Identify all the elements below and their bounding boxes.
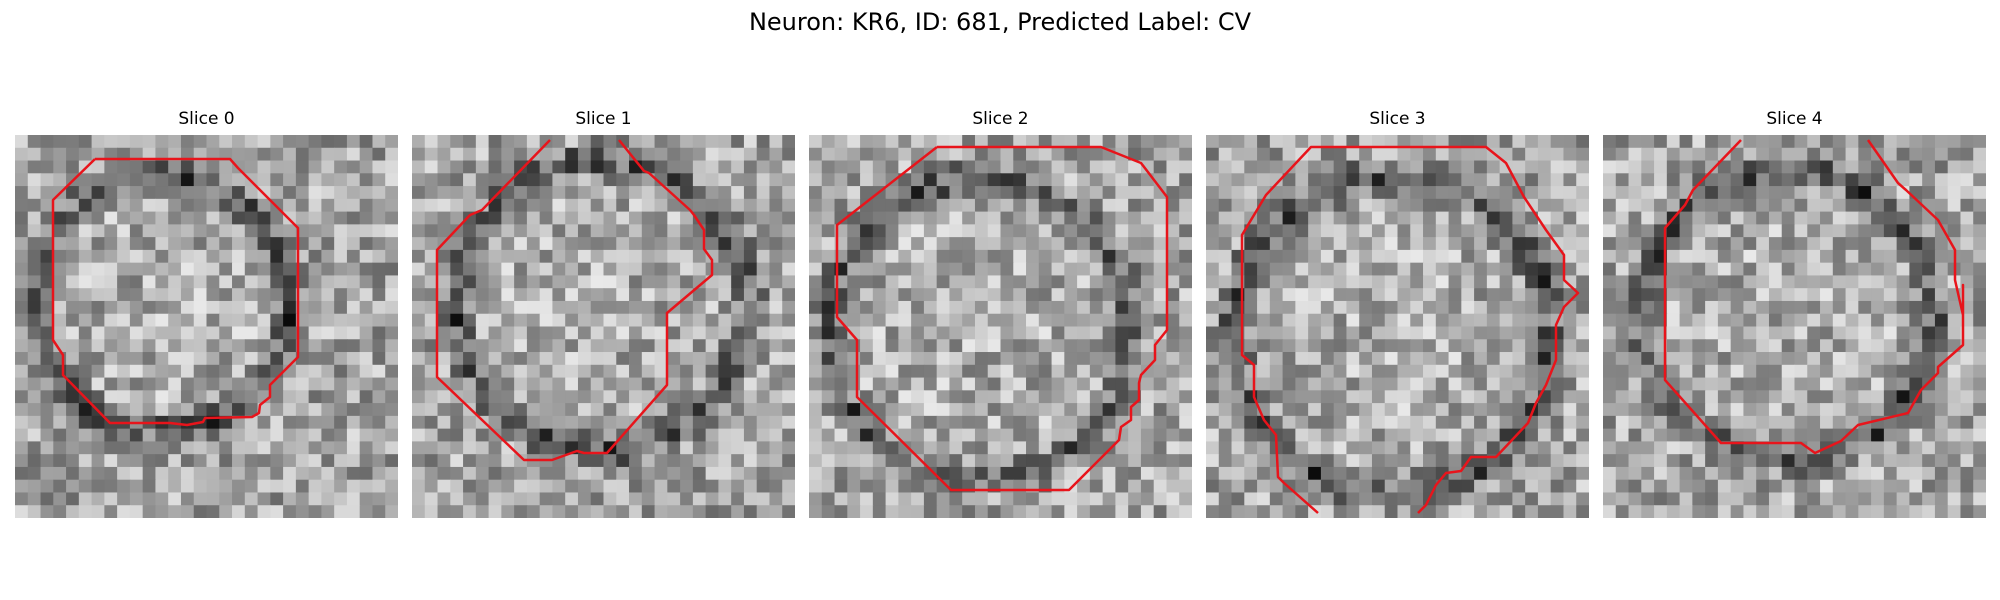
- microscopy-image: [1206, 135, 1589, 518]
- figure-title: Neuron: KR6, ID: 681, Predicted Label: C…: [748, 8, 1252, 36]
- roi-contour: [835, 145, 1169, 492]
- roi-contour: [435, 139, 714, 462]
- microscopy-image: [1603, 135, 1986, 518]
- slice-title: Slice 0: [178, 109, 235, 129]
- microscopy-image: [809, 135, 1192, 518]
- slice-title: Slice 1: [575, 109, 632, 129]
- slice-title: Slice 2: [972, 109, 1029, 129]
- roi-contour: [51, 157, 300, 427]
- microscopy-image: [412, 135, 795, 518]
- roi-contour: [1663, 139, 1965, 455]
- roi-contour: [1240, 145, 1580, 514]
- slice-title: Slice 3: [1369, 109, 1426, 129]
- slice-title: Slice 4: [1766, 109, 1823, 129]
- microscopy-image: [15, 135, 398, 518]
